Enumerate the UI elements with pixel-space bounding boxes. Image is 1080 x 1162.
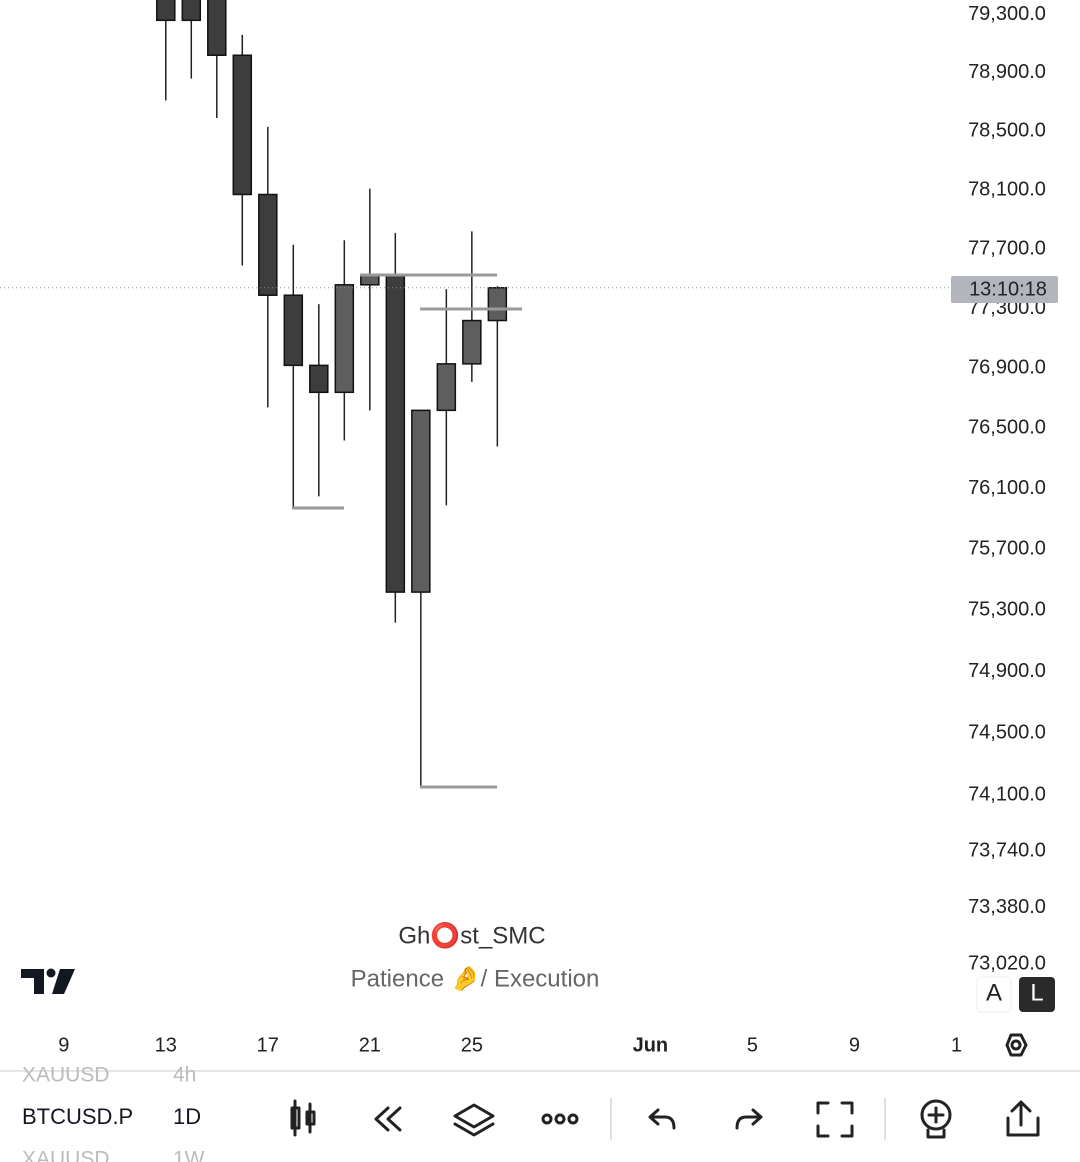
y-tick-label: 78,500.0 <box>968 120 1046 142</box>
log-scale-label[interactable]: L <box>1030 979 1043 1006</box>
log-scale-button[interactable] <box>1019 977 1055 1012</box>
y-tick-label: 76,500.0 <box>968 417 1046 439</box>
interval-next[interactable]: 1W <box>173 1148 205 1162</box>
plot-area <box>0 0 950 788</box>
candle-body <box>385 273 406 593</box>
candle-body <box>207 0 227 56</box>
candle-body <box>334 284 355 394</box>
watermark-subtitle: Patience 🤌/ Execution <box>351 965 600 992</box>
y-tick-label: 78,900.0 <box>968 61 1046 83</box>
price-axis: 79,300.0 78,900.0 78,500.0 78,100.0 77,700.0… <box>968 3 1046 975</box>
fullscreen-icon[interactable] <box>816 1101 854 1138</box>
x-tick-label: 9 <box>58 1034 69 1056</box>
candle-body <box>156 0 176 22</box>
y-tick-label: 75,700.0 <box>968 538 1046 560</box>
y-tick-label: 74,500.0 <box>968 722 1046 744</box>
auto-scale-label[interactable]: A <box>986 979 1002 1006</box>
countdown-box <box>951 276 1058 303</box>
x-tick-label: 25 <box>461 1034 483 1056</box>
x-tick-label: 17 <box>257 1034 279 1056</box>
y-tick-label: 73,380.0 <box>968 896 1046 918</box>
share-icon[interactable] <box>1006 1100 1040 1137</box>
drawn-levels <box>292 273 522 789</box>
x-tick-label: 1 <box>951 1034 962 1056</box>
candle-body <box>411 409 431 593</box>
replay-icon[interactable] <box>374 1106 402 1132</box>
candle-body <box>309 364 329 394</box>
logo <box>21 968 75 994</box>
x-tick-label: Jun <box>633 1034 669 1056</box>
candle-body <box>232 54 253 196</box>
candle-type-icon[interactable] <box>290 1099 316 1137</box>
alert-icon[interactable] <box>920 1099 952 1139</box>
symbol-next[interactable]: XAUUSD <box>22 1148 110 1162</box>
symbol-prev[interactable]: XAUUSD <box>22 1064 110 1087</box>
undo-icon[interactable] <box>648 1108 676 1130</box>
y-tick-label: 73,020.0 <box>968 953 1046 975</box>
candle-body <box>436 363 457 412</box>
interval[interactable]: 1D <box>173 1104 201 1129</box>
y-tick-label: 74,100.0 <box>968 784 1046 806</box>
y-tick-label: 78,100.0 <box>968 178 1046 200</box>
candle-body <box>283 294 304 367</box>
y-tick-label: 74,900.0 <box>968 660 1046 682</box>
y-tick-label: 76,100.0 <box>968 477 1046 499</box>
redo-icon[interactable] <box>735 1108 763 1130</box>
settings-icon[interactable] <box>1005 1033 1028 1057</box>
candle-body <box>181 0 202 22</box>
y-tick-label: 76,900.0 <box>968 357 1046 379</box>
x-tick-label: 9 <box>849 1034 860 1056</box>
auto-scale-button[interactable] <box>976 976 1012 1013</box>
time-axis: 9 13 17 21 25 Jun 5 9 1 <box>58 1034 962 1056</box>
x-tick-label: 13 <box>155 1034 177 1056</box>
y-tick-label: 79,300.0 <box>968 3 1046 25</box>
layers-icon[interactable] <box>453 1103 495 1137</box>
countdown: 13:10:18 <box>969 278 1047 300</box>
watermark-title: Gh⭕st_SMC <box>398 921 545 949</box>
symbol[interactable]: BTCUSD.P <box>22 1104 133 1129</box>
y-tick-label: 75,300.0 <box>968 599 1046 621</box>
candle-body <box>487 287 508 322</box>
x-tick-label: 5 <box>747 1034 758 1056</box>
candle-body <box>258 193 278 296</box>
candle-body <box>462 319 482 365</box>
y-tick-label: 73,740.0 <box>968 840 1046 862</box>
y-tick-label: 77,700.0 <box>968 237 1046 259</box>
more-icon[interactable] <box>541 1113 579 1125</box>
interval-prev[interactable]: 4h <box>173 1064 196 1087</box>
x-tick-label: 21 <box>359 1034 381 1056</box>
